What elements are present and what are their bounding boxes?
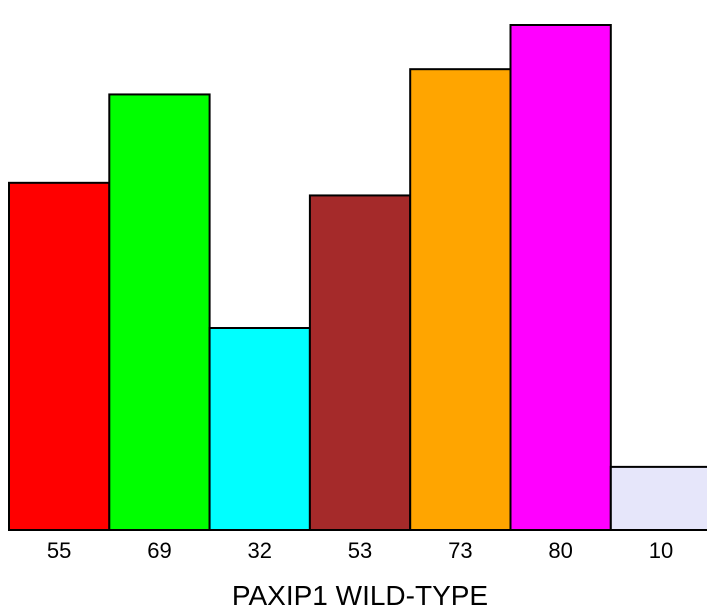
bar-10 (609, 465, 707, 531)
x-tick-label: 53 (348, 538, 372, 563)
x-axis-title: PAXIP1 WILD-TYPE (232, 580, 488, 611)
x-tick-label: 10 (649, 538, 673, 563)
x-tick-label: 69 (147, 538, 171, 563)
x-tick-label: 55 (47, 538, 71, 563)
bar-53 (308, 194, 412, 531)
tick-labels-group: 55 69 32 53 73 80 10 (47, 538, 673, 563)
x-tick-label: 80 (548, 538, 572, 563)
bar-80 (509, 24, 612, 531)
bars-group (8, 24, 707, 531)
bar-55 (8, 181, 111, 531)
x-tick-label: 73 (448, 538, 472, 563)
bar-73 (409, 68, 512, 531)
bar-32 (208, 327, 311, 531)
bar-69 (108, 93, 211, 531)
x-tick-label: 32 (248, 538, 272, 563)
